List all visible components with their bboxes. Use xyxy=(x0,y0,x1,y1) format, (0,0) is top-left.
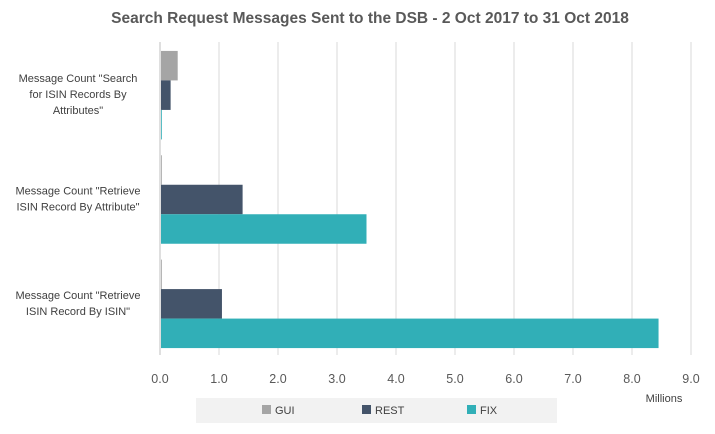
legend-swatch-gui xyxy=(262,405,271,414)
bar-gui xyxy=(161,50,178,81)
category-label-line: ISIN Record By Attribute" xyxy=(16,202,139,214)
bar-fix xyxy=(161,318,659,349)
legend-label-rest: REST xyxy=(375,405,405,417)
legend-swatch-rest xyxy=(362,405,371,414)
category-label-line: Message Count "Retrieve xyxy=(16,186,141,198)
category-label: Message Count "Search for ISIN Records By… xyxy=(19,73,138,117)
category-labels: Message Count "Search for ISIN Records By… xyxy=(16,73,141,318)
x-tick-label: 8.0 xyxy=(623,372,640,386)
x-unit-label: Millions xyxy=(646,393,683,405)
category-label-line: Message Count "Search xyxy=(19,73,138,85)
x-tick-labels: 0.0 1.0 2.0 3.0 4.0 5.0 6.0 7.0 8.0 9.0 xyxy=(151,372,699,386)
bars xyxy=(161,50,659,349)
x-tick-label: 4.0 xyxy=(387,372,404,386)
x-tick-label: 2.0 xyxy=(269,372,286,386)
bar-rest xyxy=(161,289,222,319)
gridlines xyxy=(218,42,692,355)
x-tick-label: 7.0 xyxy=(564,372,581,386)
legend-label-fix: FIX xyxy=(480,405,498,417)
category-label: Message Count "Retrieve ISIN Record By At… xyxy=(16,186,141,214)
x-tick-label: 9.0 xyxy=(682,372,699,386)
category-label-line: Attributes" xyxy=(53,105,103,117)
chart-title: Search Request Messages Sent to the DSB … xyxy=(111,10,629,27)
category-label-line: for ISIN Records By xyxy=(29,89,127,101)
bar-fix xyxy=(161,109,162,140)
category-label: Message Count "Retrieve ISIN Record By IS… xyxy=(16,290,141,318)
bar-fix xyxy=(161,214,367,244)
legend-label-gui: GUI xyxy=(275,405,295,417)
x-tick-label: 1.0 xyxy=(210,372,227,386)
category-label-line: Message Count "Retrieve xyxy=(16,290,141,302)
bar-rest xyxy=(161,184,243,215)
bar-gui xyxy=(161,155,162,185)
legend: GUI REST FIX xyxy=(262,405,498,417)
x-tick-label: 0.0 xyxy=(151,372,168,386)
x-tick-label: 5.0 xyxy=(446,372,463,386)
legend-box xyxy=(196,398,557,423)
x-tick-label: 6.0 xyxy=(505,372,522,386)
category-label-line: ISIN Record By ISIN" xyxy=(26,306,130,318)
bar-gui xyxy=(161,259,162,290)
legend-swatch-fix xyxy=(467,405,476,414)
bar-rest xyxy=(161,80,171,110)
x-tick-label: 3.0 xyxy=(328,372,345,386)
